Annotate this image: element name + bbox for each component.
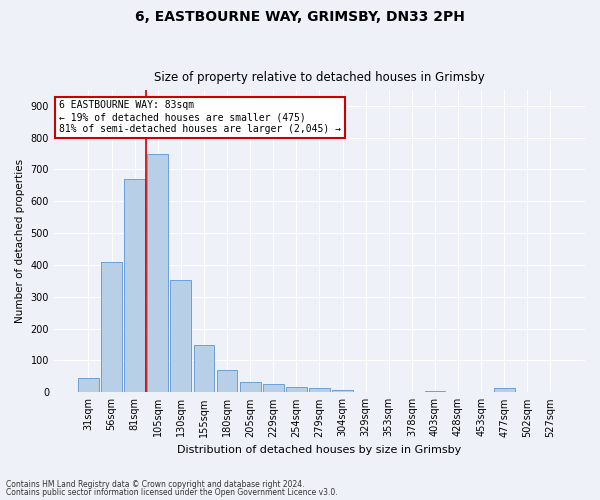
Text: Contains HM Land Registry data © Crown copyright and database right 2024.: Contains HM Land Registry data © Crown c… xyxy=(6,480,305,489)
Bar xyxy=(309,388,330,392)
Title: Size of property relative to detached houses in Grimsby: Size of property relative to detached ho… xyxy=(154,72,485,85)
Text: Contains public sector information licensed under the Open Government Licence v3: Contains public sector information licen… xyxy=(6,488,338,497)
Text: 6, EASTBOURNE WAY, GRIMSBY, DN33 2PH: 6, EASTBOURNE WAY, GRIMSBY, DN33 2PH xyxy=(135,10,465,24)
Bar xyxy=(286,386,307,392)
Bar xyxy=(148,154,168,392)
X-axis label: Distribution of detached houses by size in Grimsby: Distribution of detached houses by size … xyxy=(178,445,461,455)
Bar xyxy=(78,378,99,392)
Text: 6 EASTBOURNE WAY: 83sqm
← 19% of detached houses are smaller (475)
81% of semi-d: 6 EASTBOURNE WAY: 83sqm ← 19% of detache… xyxy=(59,100,341,134)
Bar xyxy=(332,390,353,392)
Bar xyxy=(240,382,260,392)
Bar xyxy=(194,345,214,393)
Bar xyxy=(101,262,122,392)
Bar xyxy=(124,179,145,392)
Bar xyxy=(263,384,284,392)
Bar xyxy=(494,388,515,392)
Y-axis label: Number of detached properties: Number of detached properties xyxy=(15,159,25,323)
Bar xyxy=(425,390,445,392)
Bar xyxy=(170,280,191,392)
Bar xyxy=(217,370,238,392)
